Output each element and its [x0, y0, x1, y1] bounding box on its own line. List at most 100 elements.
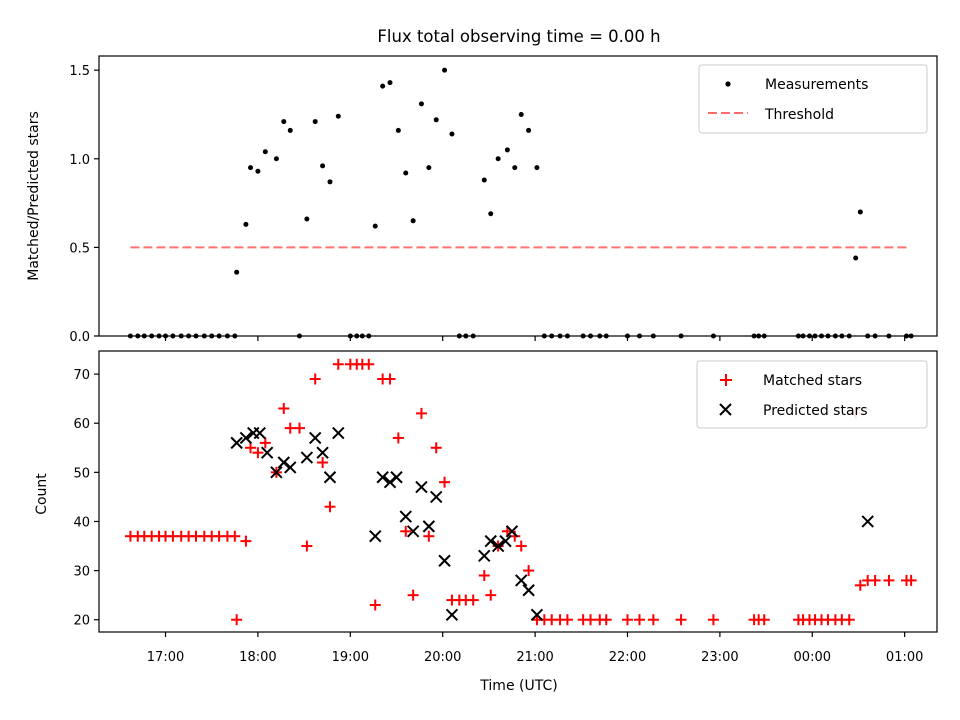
bottom-axes: 20 30 40 50 60 70 17:00 18:00 19:00 20:00 21:00 22…	[34, 350, 938, 694]
top-y-tick-label-3: 1.5	[69, 64, 90, 79]
matched-marker-37	[400, 525, 412, 537]
measurement-point-34	[380, 83, 386, 89]
measurement-point-38	[410, 218, 416, 224]
measurement-point-18	[255, 168, 261, 174]
matched-marker-24	[301, 540, 313, 552]
predicted-marker-32	[861, 515, 874, 528]
matched-marker-48	[485, 589, 497, 601]
measurement-point-33	[372, 223, 378, 229]
predicted-marker-1	[239, 431, 253, 445]
matched-marker-60	[585, 614, 597, 626]
x-tick-label-0: 17:00	[147, 650, 184, 665]
predicted-marker-12	[332, 426, 345, 440]
matched-marker-41	[430, 442, 442, 454]
measurement-point-39	[418, 101, 424, 107]
matched-star-markers	[124, 358, 917, 626]
matched-marker-22	[284, 422, 296, 434]
matched-marker-63	[621, 614, 633, 626]
bottom-x-ticks: 17:00 18:00 19:00 20:00 21:00 22:00 23:00 00:00…	[147, 632, 923, 665]
predicted-marker-21	[430, 490, 443, 504]
matched-marker-86	[905, 574, 917, 586]
top-axes: 0.0 0.5 1.0 1.5 Matched/Predicted stars Mea…	[26, 55, 938, 345]
predicted-marker-3	[253, 426, 266, 440]
predicted-marker-8	[300, 451, 314, 464]
x-tick-label-1: 18:00	[239, 650, 276, 665]
bottom-y-tick-label-5: 70	[73, 368, 90, 383]
predicted-marker-30	[522, 584, 535, 597]
measurement-point-47	[481, 177, 487, 183]
predicted-marker-4	[260, 446, 274, 459]
x-axis-label: Time (UTC)	[479, 678, 557, 694]
predicted-marker-25	[484, 534, 497, 548]
measurement-point-27	[327, 179, 333, 185]
predicted-marker-7	[284, 461, 297, 474]
legend-marker-predicted	[719, 403, 732, 416]
top-legend: Measurements Threshold	[698, 64, 928, 134]
measurement-point-37	[403, 170, 409, 176]
bottom-legend-box	[696, 360, 928, 429]
measurement-point-26	[320, 163, 326, 169]
matched-marker-14	[229, 530, 241, 542]
matched-marker-67	[707, 614, 719, 626]
top-y-ticks: 0.0 0.5 1.0 1.5	[69, 64, 99, 345]
matched-marker-84	[883, 574, 895, 586]
matched-marker-52	[515, 540, 527, 552]
x-tick-label-5: 22:00	[609, 650, 646, 665]
matched-marker-58	[561, 614, 573, 626]
matched-marker-62	[600, 614, 612, 626]
x-tick-label-3: 20:00	[424, 650, 461, 665]
predicted-marker-11	[323, 471, 337, 484]
bottom-y-tick-label-2: 40	[73, 515, 90, 530]
matched-marker-18	[252, 447, 264, 459]
matched-marker-39	[415, 407, 427, 419]
measurement-point-40	[426, 165, 432, 171]
predicted-marker-24	[478, 549, 491, 563]
predicted-marker-0	[230, 436, 243, 450]
predicted-marker-9	[308, 431, 322, 445]
legend-label-matched: Matched stars	[763, 373, 862, 389]
predicted-marker-28	[505, 525, 519, 538]
measurement-point-48	[488, 211, 494, 217]
matched-marker-28	[332, 358, 344, 370]
measurement-point-81	[857, 209, 863, 215]
bottom-legend: Matched stars Predicted stars	[696, 360, 928, 429]
matched-marker-21	[278, 402, 290, 414]
measurement-point-24	[304, 216, 310, 222]
x-tick-label-7: 00:00	[794, 650, 831, 665]
x-tick-label-8: 01:00	[886, 650, 923, 665]
predicted-marker-26	[491, 539, 505, 553]
bottom-axes-frame	[98, 350, 938, 633]
matched-marker-27	[324, 501, 336, 513]
x-tick-label-2: 19:00	[332, 650, 369, 665]
bottom-y-tick-label-4: 60	[73, 417, 90, 432]
bottom-y-tick-label-3: 50	[73, 466, 90, 481]
predicted-marker-31	[530, 608, 544, 622]
matched-marker-83	[869, 574, 881, 586]
matched-marker-26	[317, 457, 329, 469]
matched-marker-33	[369, 599, 381, 611]
measurement-point-21	[281, 119, 287, 125]
predicted-marker-16	[390, 471, 403, 484]
measurement-point-16	[243, 221, 249, 227]
matched-marker-25	[309, 373, 321, 385]
measurement-point-41	[433, 117, 439, 123]
chart-title: Flux total observing time = 0.00 h	[377, 27, 660, 46]
matched-marker-23	[293, 422, 305, 434]
measurement-point-50	[504, 147, 510, 153]
predicted-marker-29	[515, 574, 528, 587]
measurement-point-42	[442, 67, 448, 73]
matched-marker-42	[439, 476, 451, 488]
predicted-marker-18	[406, 525, 420, 538]
matched-marker-19	[259, 437, 271, 449]
predicted-marker-5	[270, 466, 283, 479]
matched-marker-81	[854, 579, 866, 591]
matched-marker-17	[245, 442, 257, 454]
legend-marker-measurements	[725, 81, 731, 87]
measurement-point-52	[518, 111, 524, 117]
matched-marker-40	[423, 530, 435, 542]
legend-marker-matched	[720, 374, 732, 386]
top-y-tick-label-2: 1.0	[69, 153, 90, 168]
matched-marker-79	[843, 614, 855, 626]
bottom-y-tick-label-0: 20	[73, 614, 90, 629]
measurement-point-54	[534, 165, 540, 171]
